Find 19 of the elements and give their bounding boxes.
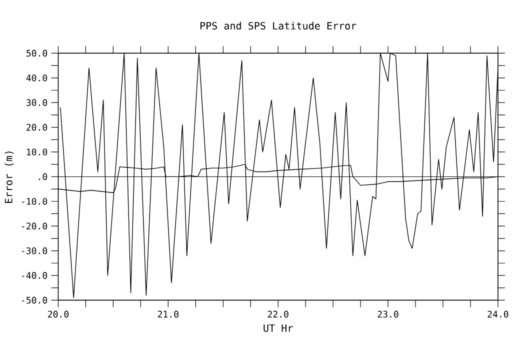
y-tick-label: 50.0 — [26, 50, 48, 56]
x-tick-label: 22.0 — [268, 310, 288, 318]
y-tick-label: -50.0 — [22, 296, 48, 304]
x-tick-label: 21.0 — [158, 310, 178, 318]
y-tick-label: 10.0 — [26, 148, 48, 156]
y-tick-label: -40.0 — [22, 272, 48, 279]
y-tick-label: -20.0 — [22, 222, 48, 230]
y-tick-label: 40.0 — [26, 74, 48, 82]
y-tick-label: -10.0 — [22, 198, 48, 205]
y-axis-title: Error (m) — [4, 151, 14, 203]
y-tick-label: 20.0 — [26, 124, 48, 131]
x-tick-label: 20.0 — [48, 310, 69, 318]
x-tick-label: 24.0 — [488, 310, 508, 318]
y-tick-label: .0 — [38, 173, 48, 180]
y-tick-label: 30.0 — [26, 99, 48, 106]
y-tick-label: -30.0 — [22, 247, 48, 254]
x-tick-label: 23.0 — [378, 310, 398, 318]
x-axis-title: UT Hr — [264, 324, 293, 332]
chart-title: PPS and SPS Latitude Error — [200, 22, 356, 30]
